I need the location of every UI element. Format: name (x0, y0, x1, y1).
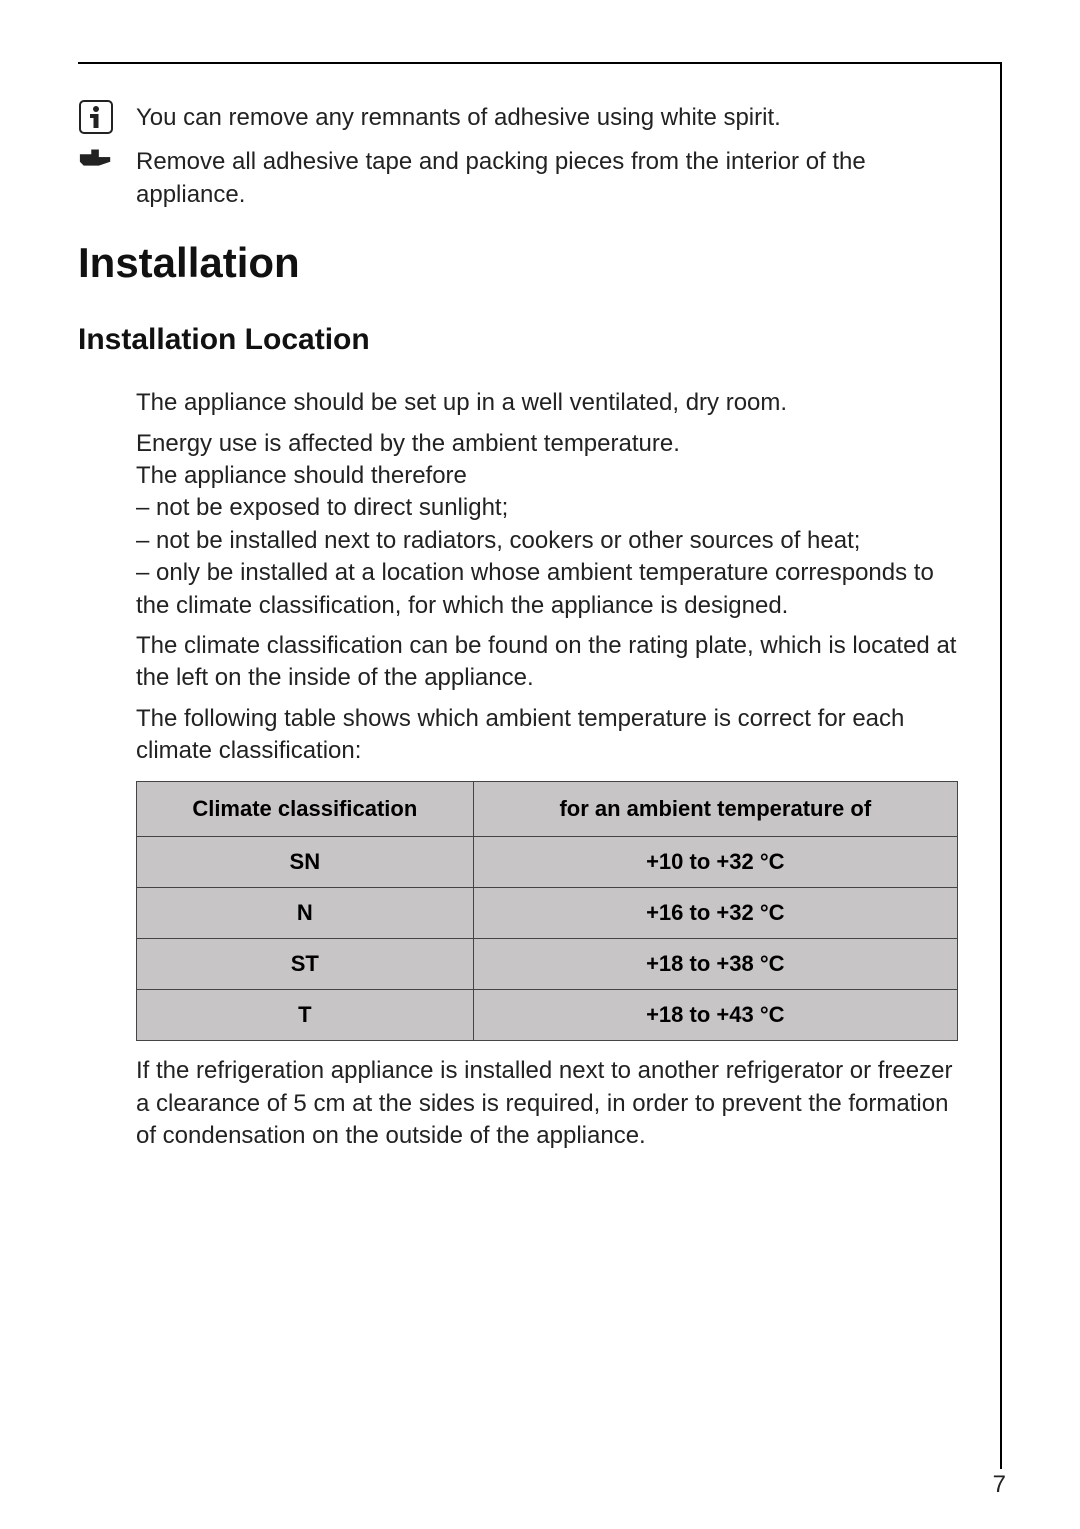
table-cell: +16 to +32 °C (473, 888, 957, 939)
paragraph: Energy use is affected by the ambient te… (136, 428, 958, 460)
table-row: ST+18 to +38 °C (137, 939, 958, 990)
paragraph: If the refrigeration appliance is instal… (136, 1055, 958, 1152)
table-header-cell: for an ambient temperature of (473, 782, 957, 837)
tip-info-row: You can remove any remnants of adhesive … (78, 100, 958, 134)
table-header-row: Climate classification for an ambient te… (137, 782, 958, 837)
paragraph: The appliance should therefore (136, 460, 958, 492)
table-row: N+16 to +32 °C (137, 888, 958, 939)
table-cell: +10 to +32 °C (473, 837, 957, 888)
bullet-item: – not be installed next to radiators, co… (136, 525, 958, 557)
body-text-block: The appliance should be set up in a well… (136, 387, 958, 1152)
paragraph: The climate classification can be found … (136, 630, 958, 695)
tip-info-text: You can remove any remnants of adhesive … (136, 100, 781, 134)
paragraph: The appliance should be set up in a well… (136, 387, 958, 419)
table-header-cell: Climate classification (137, 782, 474, 837)
bullet-list: – not be exposed to direct sunlight; – n… (136, 492, 958, 622)
table-row: SN+10 to +32 °C (137, 837, 958, 888)
page-content: You can remove any remnants of adhesive … (78, 64, 1000, 1153)
paragraph: The following table shows which ambient … (136, 703, 958, 768)
bullet-item: – not be exposed to direct sunlight; (136, 492, 958, 524)
table-row: T+18 to +43 °C (137, 990, 958, 1041)
table-cell: ST (137, 939, 474, 990)
tip-hand-row: Remove all adhesive tape and packing pie… (78, 144, 958, 211)
page-number: 7 (993, 1471, 1006, 1499)
hand-pointing-icon (78, 144, 114, 172)
table-cell: T (137, 990, 474, 1041)
table-cell: SN (137, 837, 474, 888)
section-heading: Installation (78, 239, 958, 287)
climate-table: Climate classification for an ambient te… (136, 781, 958, 1041)
tip-hand-text: Remove all adhesive tape and packing pie… (136, 144, 958, 211)
page-frame: You can remove any remnants of adhesive … (78, 62, 1002, 1469)
info-icon (78, 100, 114, 134)
table-cell: +18 to +43 °C (473, 990, 957, 1041)
bullet-item: – only be installed at a location whose … (136, 557, 958, 622)
table-cell: +18 to +38 °C (473, 939, 957, 990)
subsection-heading: Installation Location (78, 323, 958, 357)
table-cell: N (137, 888, 474, 939)
